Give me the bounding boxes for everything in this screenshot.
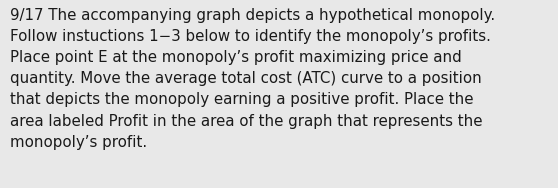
Text: 9/17 The accompanying graph depicts a hypothetical monopoly.
Follow instuctions : 9/17 The accompanying graph depicts a hy… (10, 8, 495, 150)
